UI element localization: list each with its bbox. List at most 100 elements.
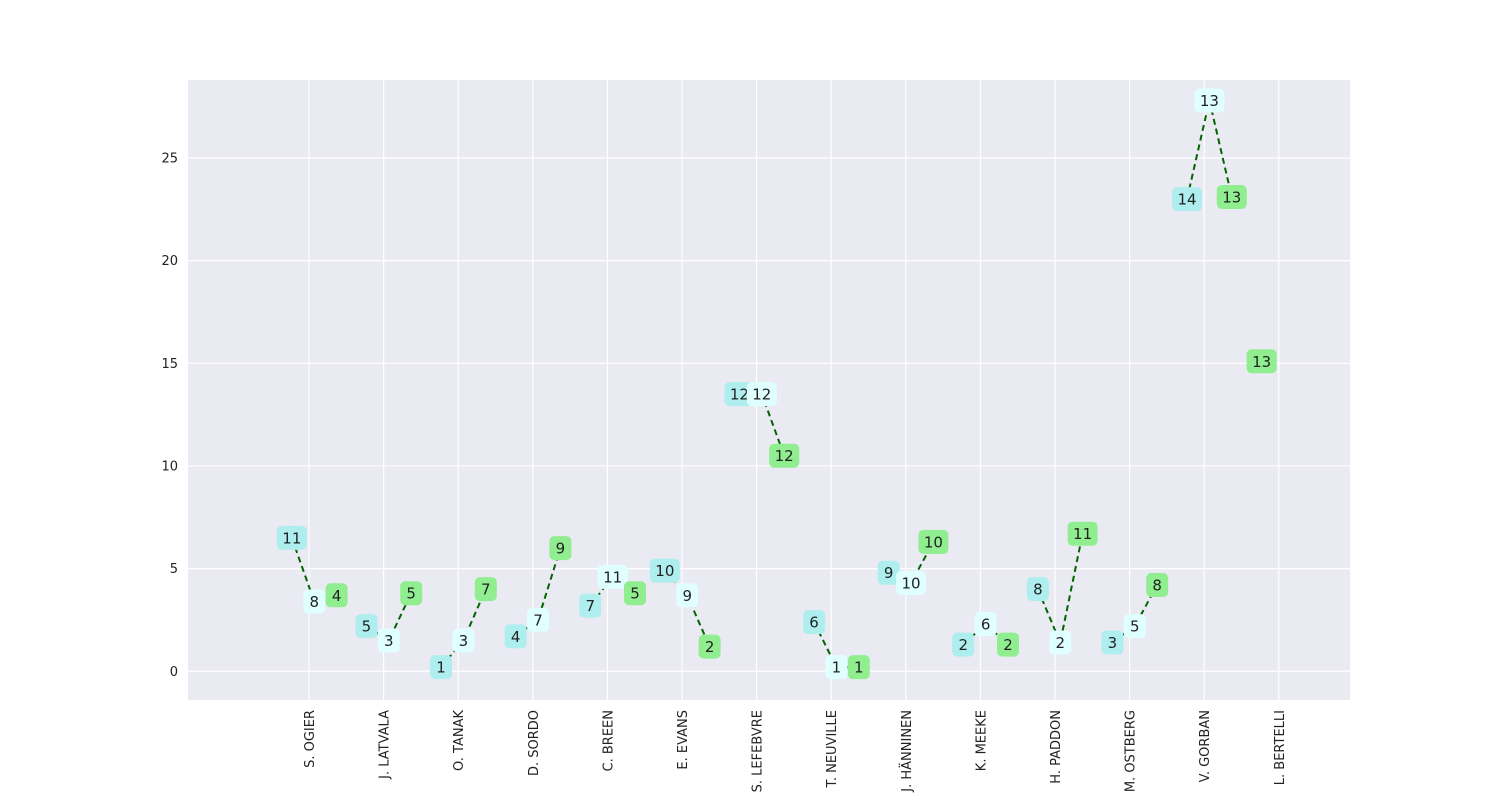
y-tick-label: 5 [170,562,178,577]
position-box [698,634,721,659]
position-label: 7 [533,611,543,629]
position-box [1146,573,1169,598]
position-label: 11 [1073,525,1092,543]
x-tick-label: D. SORDO [527,710,542,776]
x-tick-label: O. TANAK [452,710,467,771]
series-line [365,592,413,642]
y-tick-label: 15 [161,357,178,372]
position-label: 4 [332,587,342,605]
position-label: 2 [705,638,715,656]
driver-group: 8 2 11 [1026,521,1098,655]
y-tick-label: 0 [170,665,178,680]
position-box [847,655,870,680]
driver-group: 535 [355,581,423,653]
position-label: 12 [752,386,771,404]
position-box [1067,521,1098,546]
x-tick-label: M. OSTBERG [1124,710,1139,792]
position-box [1049,630,1072,655]
position-label: 10 [924,533,943,551]
position-box [1026,577,1049,602]
x-tick-label: L. BERTELLI [1273,710,1288,785]
position-label: 3 [384,632,394,650]
position-box [803,609,826,634]
driver-group: 13 7 [430,577,497,680]
driver-group: 10 9 2 [649,558,721,659]
y-tick-label: 25 [161,152,178,167]
position-label: 1 [436,659,446,677]
driver-group: 35 8 [1101,573,1169,655]
x-tick-label: S. OGIER [303,710,318,768]
position-label: 5 [1130,618,1140,636]
series-line [1036,533,1084,646]
x-tick-label: S. LEFEBVRE [751,710,766,792]
x-axis-ticks: S. OGIER J. LATVALA O. TANAK D. SORDO C. BRE… [303,710,1288,793]
position-box [400,581,423,606]
driver-group: 9 10 10 [877,529,949,595]
position-box [1194,88,1225,113]
driver-group: 262 [952,612,1020,657]
position-label: 2 [1055,634,1065,652]
position-label: 10 [901,574,920,592]
position-box [624,581,647,606]
position-box [303,589,326,614]
position-box [1123,614,1146,639]
position-box [430,655,453,680]
y-axis-ticks: 0 5 10 15 20 25 [161,152,178,680]
position-label: 11 [603,568,622,586]
x-tick-label: J. LATVALA [378,710,393,780]
y-tick-label: 10 [161,459,178,474]
position-box [276,525,307,550]
position-label: 6 [981,616,991,634]
position-label: 10 [655,562,674,580]
driver-group: 7 11 5 [579,564,647,618]
position-label: 1 [832,659,842,677]
y-tick-label: 20 [161,254,178,269]
position-box [452,628,475,653]
x-tick-label: T. NEUVILLE [825,710,840,789]
position-label: 5 [362,618,372,636]
position-box [974,612,997,637]
position-box [325,583,348,608]
position-box [504,624,527,649]
x-tick-label: J. HÄNNINEN [899,710,915,793]
position-label: 11 [282,529,301,547]
position-box [746,382,777,407]
driver-group: 47 9 [504,536,572,649]
position-box [825,655,848,680]
position-label: 14 [1177,191,1196,209]
position-box [1246,349,1277,374]
driver-group: 14 13 13 [1172,88,1247,212]
position-label: 2 [958,636,968,654]
position-label: 5 [630,585,640,603]
position-label: 2 [1003,636,1013,654]
position-box [918,529,949,554]
position-label: 1 [854,659,864,677]
position-label: 12 [730,386,749,404]
position-label: 13 [1200,92,1219,110]
position-label: 6 [809,613,819,631]
position-box [997,632,1020,657]
position-box [769,443,800,468]
position-box [579,593,602,618]
position-box [377,628,400,653]
position-label: 3 [459,632,469,650]
position-box [549,536,572,561]
x-tick-label: K. MEEKE [974,710,989,771]
position-label: 9 [556,540,566,558]
position-box [1172,187,1203,212]
position-box [676,583,699,608]
driver-group: 11 8 4 [276,525,348,614]
x-tick-label: C. BREEN [601,710,616,771]
position-label: 8 [1033,581,1043,599]
position-box [896,570,927,595]
position-box [355,614,378,639]
position-label: 8 [1152,577,1162,595]
position-box [1216,185,1247,210]
x-tick-label: E. EVANS [676,710,691,770]
position-box [649,558,680,583]
position-label: 9 [884,564,894,582]
position-label: 13 [1252,353,1271,371]
